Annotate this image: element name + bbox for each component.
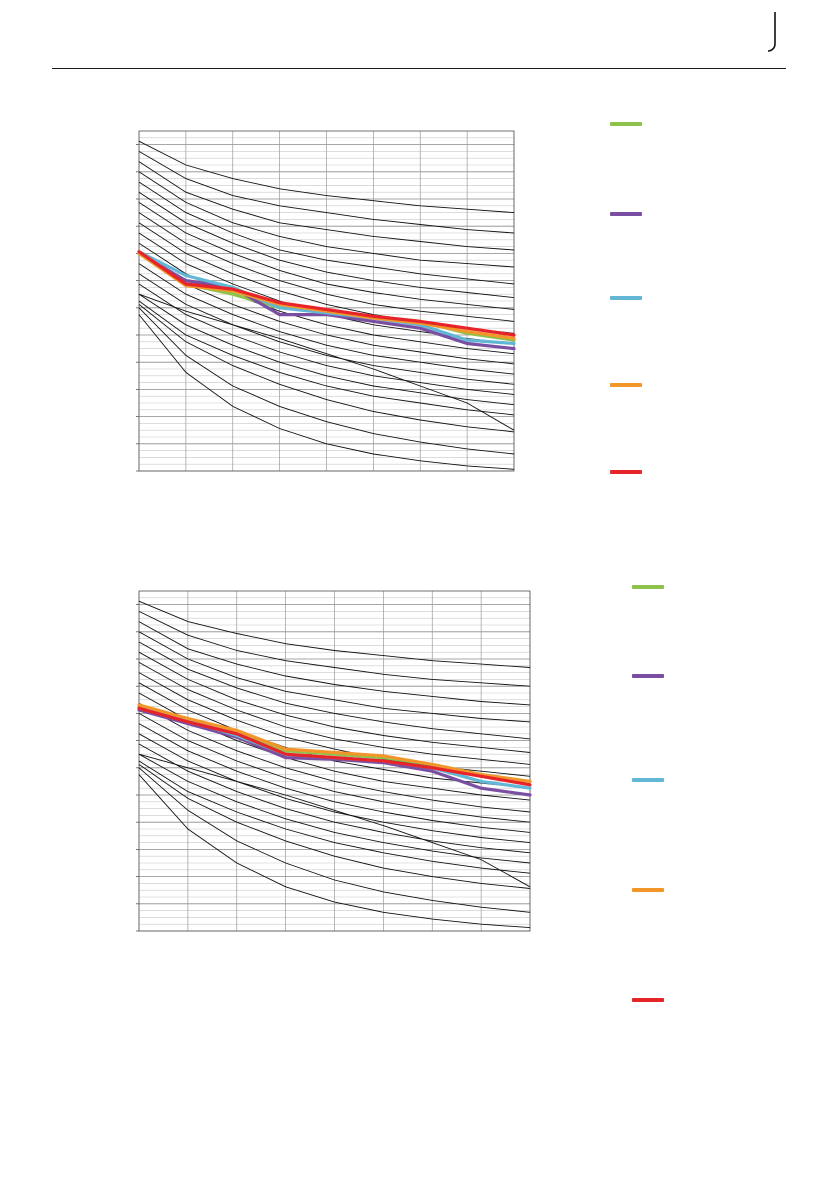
series-line xyxy=(137,708,532,797)
reference-curve xyxy=(138,743,531,854)
reference-curve xyxy=(138,191,515,299)
reference-curve xyxy=(138,253,515,365)
legend-2-swatch xyxy=(632,778,664,782)
chart-2 xyxy=(136,590,532,932)
reference-curve xyxy=(138,181,515,285)
reference-curve xyxy=(138,713,531,823)
reference-curve xyxy=(138,300,515,416)
reference-curve xyxy=(138,753,531,888)
reference-curve xyxy=(138,171,515,268)
reference-curve xyxy=(138,764,531,889)
reference-curve xyxy=(138,733,531,844)
series-line xyxy=(137,250,516,346)
reference-curve xyxy=(138,202,515,310)
reference-curve xyxy=(138,774,531,929)
reference-curve xyxy=(138,672,531,777)
reference-curve xyxy=(138,651,531,753)
legend-2-swatch xyxy=(632,888,664,892)
reference-curve xyxy=(138,753,531,864)
reference-curve xyxy=(138,662,531,765)
series-line xyxy=(137,251,516,351)
reference-curve xyxy=(138,140,515,214)
reference-curve xyxy=(138,702,531,813)
reference-curve xyxy=(138,314,515,470)
legend-1-swatch xyxy=(610,383,642,387)
reference-curve xyxy=(138,307,515,455)
legend-1-swatch xyxy=(610,122,642,126)
legend-1-swatch xyxy=(610,212,642,216)
legend-1-swatch xyxy=(610,296,642,300)
reference-curve xyxy=(138,293,515,431)
reference-curve xyxy=(138,723,531,833)
reference-curve xyxy=(138,631,531,723)
reference-curve xyxy=(138,600,531,668)
chart-1 xyxy=(136,130,516,472)
reference-curve xyxy=(138,304,515,433)
reference-curve xyxy=(138,610,531,687)
reference-curve xyxy=(138,621,531,706)
legend-1-swatch xyxy=(610,470,642,474)
reference-curve xyxy=(138,161,515,251)
legend-2-swatch xyxy=(632,674,664,678)
series-line xyxy=(137,706,532,787)
reference-curve xyxy=(138,151,515,234)
reference-curve xyxy=(138,641,531,740)
legend-2-swatch xyxy=(632,585,664,589)
series-line xyxy=(137,251,516,340)
header-rule xyxy=(52,68,786,69)
reference-curve xyxy=(138,767,531,913)
series-line xyxy=(137,703,532,783)
reference-curve xyxy=(138,263,515,375)
reference-curve xyxy=(138,212,515,322)
reference-curve xyxy=(138,273,515,385)
reference-curve xyxy=(138,760,531,874)
reference-curve xyxy=(138,283,515,395)
page-corner-mark xyxy=(768,12,776,52)
legend-2-swatch xyxy=(632,998,664,1002)
series-line xyxy=(137,250,516,337)
